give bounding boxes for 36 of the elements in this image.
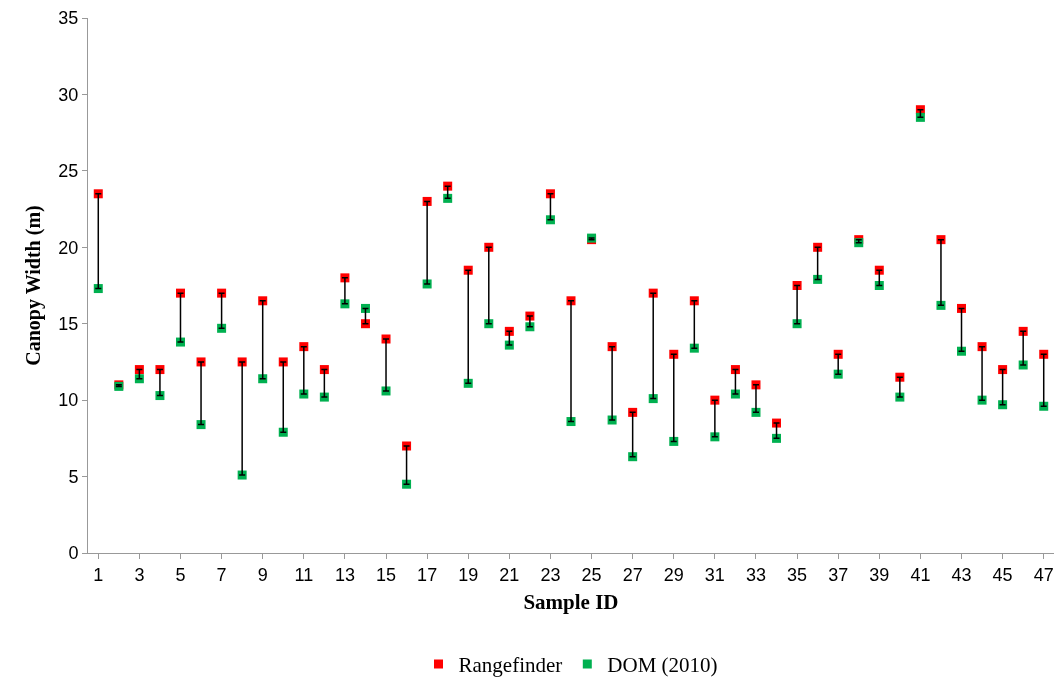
x-tick-label: 43 [951,564,972,585]
x-tick-label: 45 [992,564,1013,585]
y-axis-title: Canopy Width (m) [21,205,45,366]
legend-label: Rangefinder [458,653,563,678]
x-tick-label: 29 [663,564,684,585]
x-tick-label: 11 [294,564,314,585]
y-tick-label: 5 [68,466,79,487]
y-tick-label: 25 [58,161,79,182]
x-tick-label: 3 [134,564,145,585]
x-tick-label: 47 [1033,564,1054,585]
x-tick-label: 25 [581,564,602,585]
x-tick-label: 7 [216,564,227,585]
y-tick-label: 30 [58,84,79,105]
x-tick-label: 5 [175,564,186,585]
x-tick-label: 15 [376,564,397,585]
y-tick-label: 15 [58,314,79,335]
x-tick-label: 13 [334,564,355,585]
x-tick-label: 35 [787,564,808,585]
x-tick-label: 19 [458,564,479,585]
y-tick-label: 10 [58,390,79,411]
x-tick-label: 1 [93,564,104,585]
x-tick-label: 41 [910,564,931,585]
x-tick-label: 23 [540,564,561,585]
x-tick-label: 31 [704,564,725,585]
x-axis-title: Sample ID [523,589,619,614]
legend-label: DOM (2010) [607,653,718,678]
y-tick-label: 0 [68,543,79,564]
x-tick-label: 9 [257,564,268,585]
y-tick-label: 35 [58,8,79,29]
x-tick-label: 37 [828,564,849,585]
x-tick-label: 39 [869,564,890,585]
x-tick-label: 21 [499,564,520,585]
x-tick-label: 33 [745,564,766,585]
y-tick-label: 20 [58,237,79,258]
x-tick-label: 17 [417,564,438,585]
x-tick-label: 27 [622,564,643,585]
